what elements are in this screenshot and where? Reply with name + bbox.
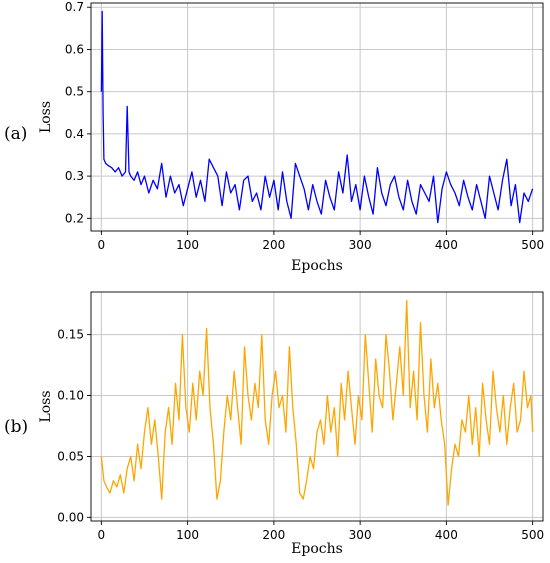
x-tick-label: 500 [521, 528, 544, 542]
y-tick-label: 0.6 [65, 42, 84, 56]
series-line [100, 299, 534, 506]
x-tick-label: 0 [98, 528, 106, 542]
panel-label: (a) [4, 124, 27, 144]
chart-panel-b: 0 100 200 300 400 500 0.00 0.05 0.10 0.15 Epochs Lo… [4, 291, 544, 557]
y-tick-label: 0.7 [65, 0, 84, 14]
x-tick-label: 400 [435, 528, 458, 542]
series-line [100, 10, 534, 224]
y-tick-label: 0.4 [65, 127, 84, 141]
panel-label: (b) [4, 417, 28, 437]
x-tick-label: 300 [349, 238, 372, 252]
x-tick-label: 100 [176, 528, 199, 542]
x-tick-label: 400 [435, 238, 458, 252]
x-tick-label: 100 [176, 238, 199, 252]
x-tick-label: 300 [349, 528, 372, 542]
x-tick-label: 0 [98, 238, 106, 252]
y-tick-label: 0.2 [65, 211, 84, 225]
x-axis-label: Epochs [291, 258, 343, 274]
y-tick-label: 0.10 [57, 389, 84, 403]
y-axis-label: Loss [38, 101, 54, 133]
y-tick-label: 0.05 [57, 449, 84, 463]
x-axis-label: Epochs [291, 541, 343, 557]
y-tick-label: 0.00 [57, 510, 84, 524]
y-tick-label: 0.5 [65, 85, 84, 99]
y-tick-label: 0.3 [65, 169, 84, 183]
x-tick-label: 200 [262, 238, 285, 252]
x-tick-label: 500 [521, 238, 544, 252]
x-tick-label: 200 [262, 528, 285, 542]
plot-frame [90, 2, 544, 232]
y-tick-label: 0.15 [57, 328, 84, 342]
y-axis-label: Loss [38, 390, 54, 422]
plot-frame [90, 291, 544, 522]
chart-panel-a: 0 100 200 300 400 500 0.2 0.3 0.4 0.5 0.6 0.7 Epochs… [4, 0, 544, 274]
